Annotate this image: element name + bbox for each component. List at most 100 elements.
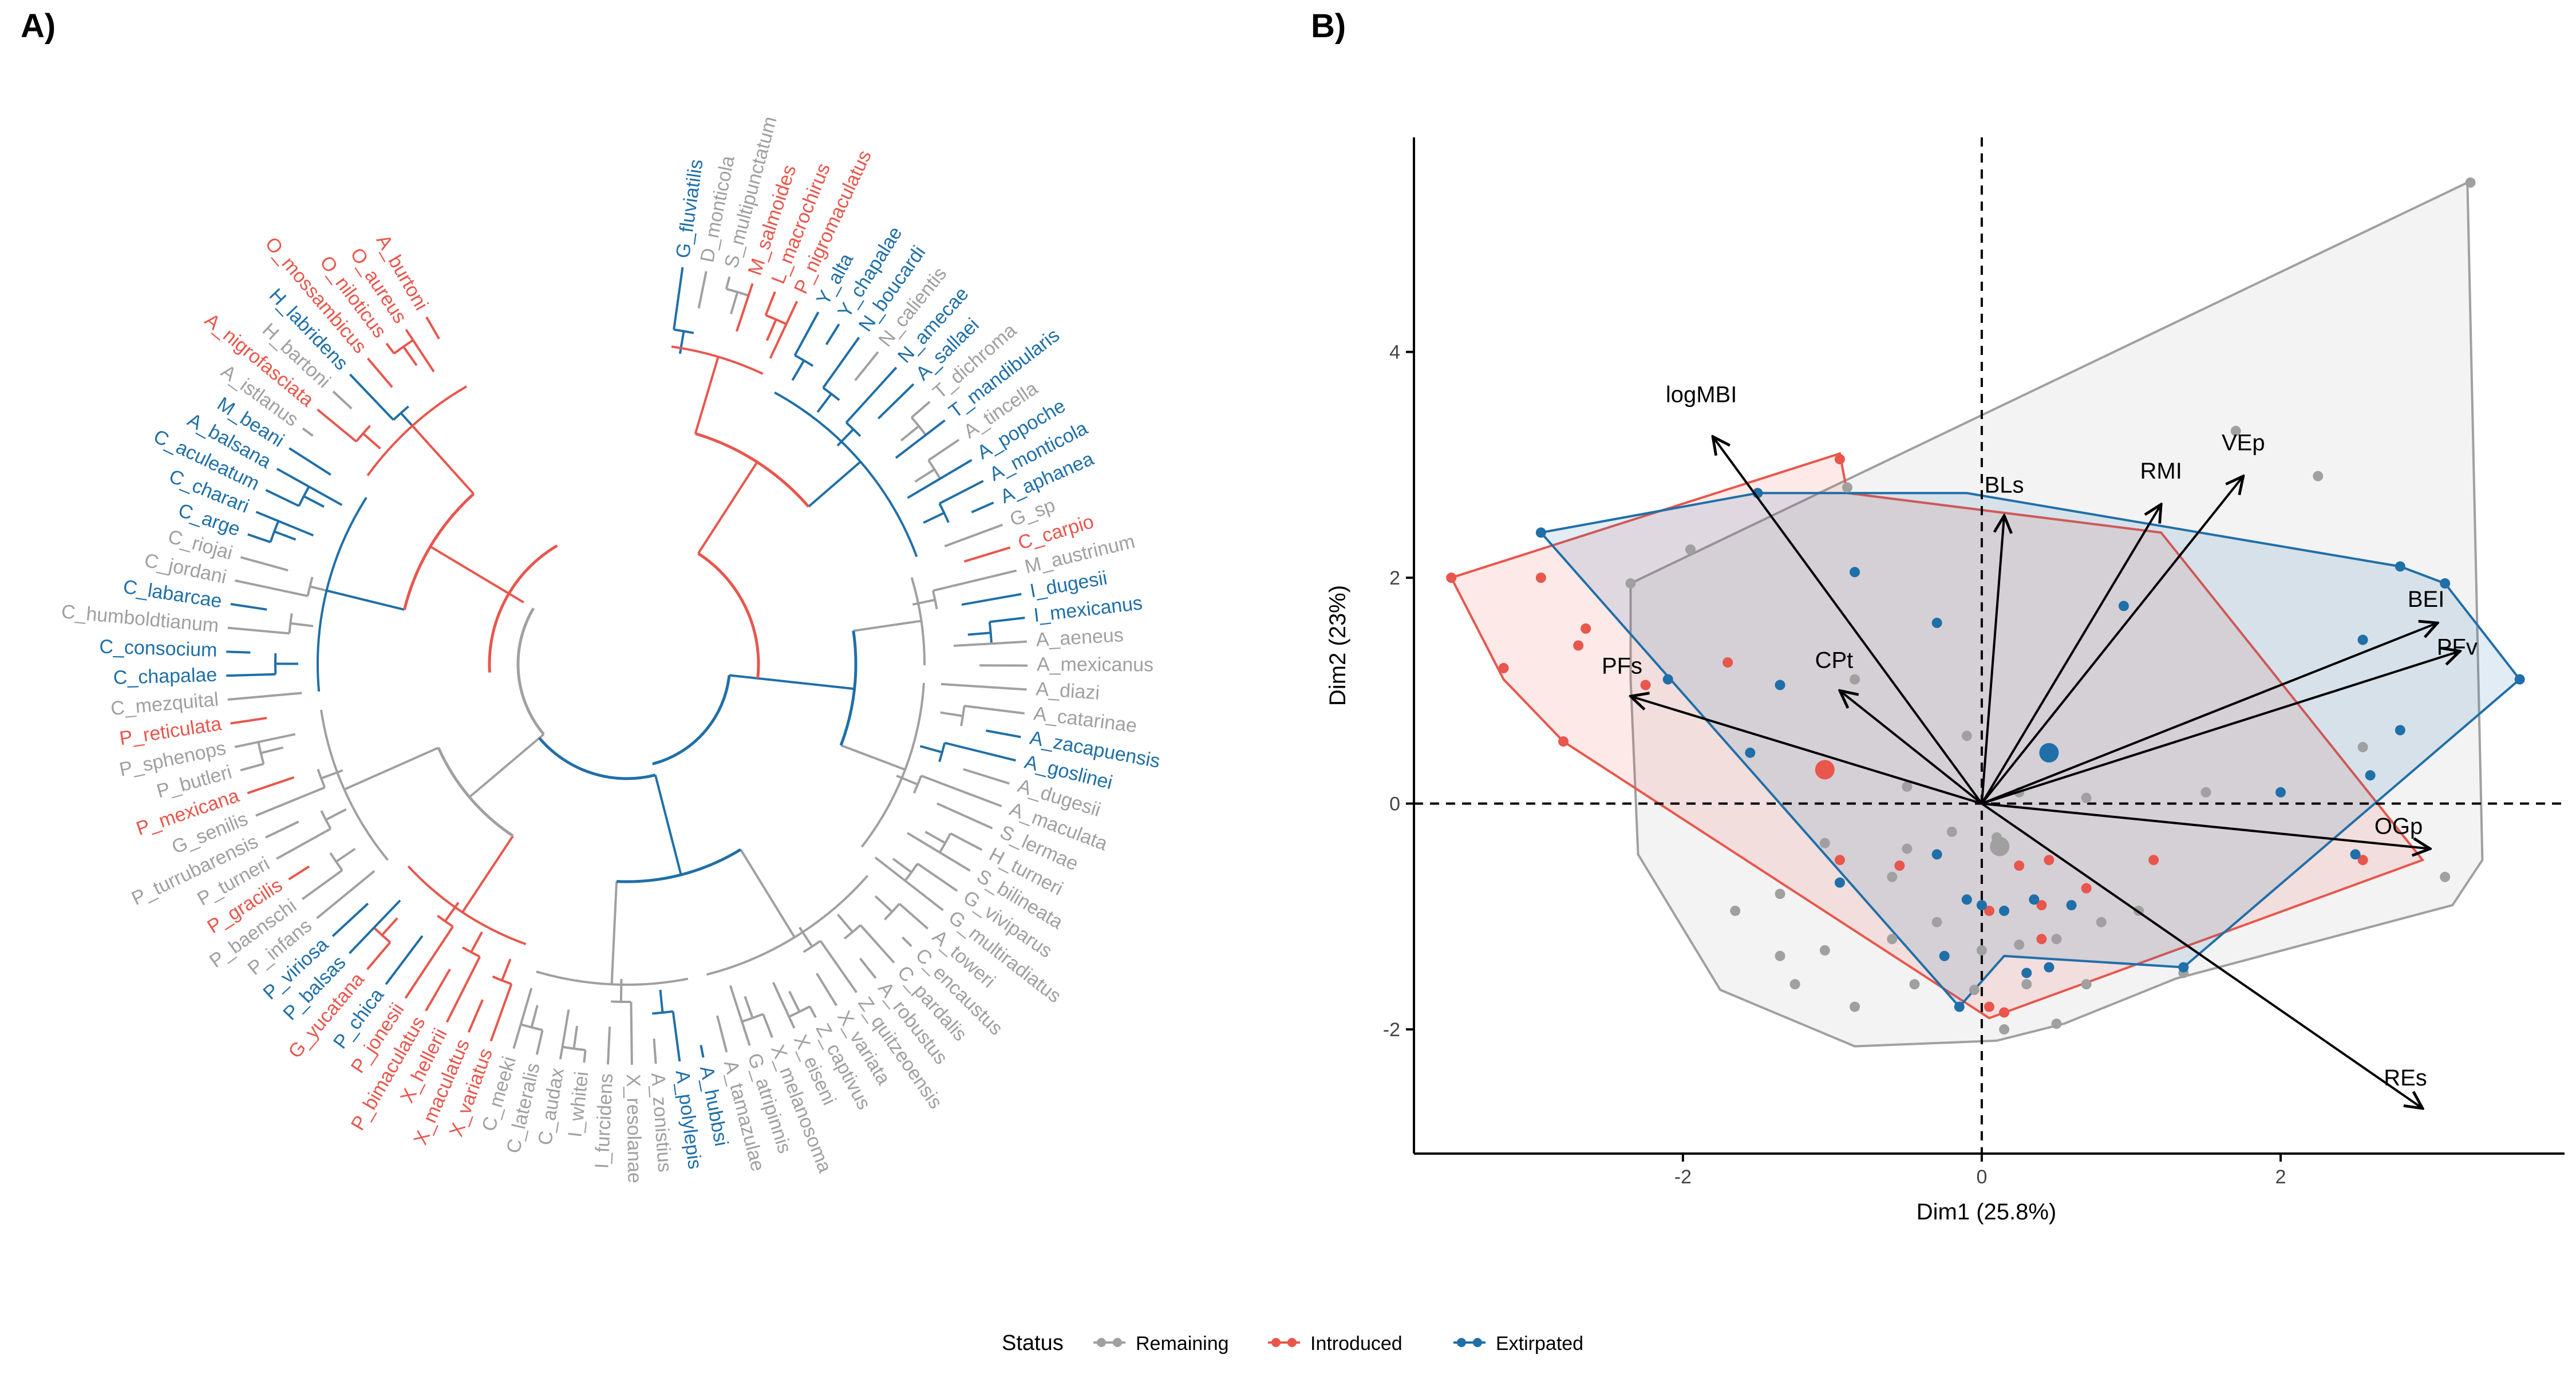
panel-b-label: B): [1311, 7, 1346, 45]
data-point: [2021, 979, 2032, 990]
tree-branch: [265, 820, 299, 839]
tree-branch: [900, 425, 920, 442]
centroid-point: [2039, 743, 2059, 763]
arrow-label: PFs: [1602, 653, 1642, 678]
tree-branch: [898, 903, 929, 930]
tree-branch: [859, 924, 895, 964]
tree-arc: [319, 709, 389, 861]
tree-branch: [729, 985, 751, 1046]
data-point: [2178, 962, 2189, 973]
tree-branch: [317, 408, 357, 443]
tree-branch: [276, 827, 331, 860]
tree-branch: [326, 589, 405, 611]
tree-arc: [437, 914, 454, 928]
data-point: [1946, 826, 1957, 837]
tree-branch: [697, 461, 758, 554]
tree-branch: [808, 460, 862, 508]
tree-branch: [610, 881, 618, 985]
y-tick-label: 0: [1389, 793, 1400, 815]
tree-branch: [874, 856, 944, 911]
data-point: [1722, 657, 1733, 668]
legend-label: Remaining: [1136, 1333, 1229, 1355]
tree-branch: [907, 832, 971, 872]
tree-branch: [725, 276, 731, 290]
tree-branch: [247, 533, 271, 543]
tree-branch: [302, 427, 314, 437]
tree-branch: [825, 323, 840, 345]
tree-branch: [288, 865, 310, 881]
tree-branch: [366, 941, 392, 970]
tree-branch: [700, 1045, 705, 1058]
tree-branch: [607, 1026, 611, 1065]
data-point: [1999, 1024, 2010, 1035]
tree-branch: [927, 439, 960, 461]
loading-arrow: [1981, 504, 2161, 804]
tree-branch: [822, 337, 860, 389]
tree-arc: [488, 544, 558, 673]
data-point: [1834, 877, 1845, 888]
tree-branch: [964, 705, 1025, 715]
tree-branch: [274, 530, 297, 541]
data-point: [2357, 855, 2368, 866]
tree-branch: [467, 999, 484, 1033]
tree-branch: [332, 390, 353, 410]
data-point: [1789, 979, 1800, 990]
data-point: [2148, 855, 2159, 866]
data-point: [2036, 900, 2047, 911]
data-point: [1819, 838, 1830, 848]
data-point: [1931, 917, 1942, 927]
tree-branch: [939, 480, 984, 505]
tree-branch: [619, 978, 623, 1002]
tree-branch: [971, 502, 994, 514]
data-point: [2395, 725, 2405, 736]
data-point: [2275, 787, 2286, 797]
arrow-label: OGp: [2374, 814, 2423, 839]
tree-branch: [381, 917, 398, 936]
data-point: [2081, 979, 2092, 990]
arrow-label: logMBI: [1666, 382, 1737, 408]
tree-tip-label: A_diazi: [1035, 678, 1100, 704]
loading-arrow: [1981, 802, 2423, 1109]
tree-branch: [343, 747, 439, 791]
pca-biplot: logMBI BLs RMI VEp BEI PFv OGp REs PFs CPt -2 0 2 -2 0…: [1325, 137, 2565, 1225]
tree-branch: [290, 622, 314, 627]
data-point: [1999, 905, 2010, 916]
data-point: [1745, 747, 1756, 758]
tree-branch: [764, 291, 776, 316]
tree-branch: [335, 847, 356, 863]
data-point: [1850, 1001, 1860, 1012]
tree-tip-label: C_consocium: [99, 636, 218, 661]
data-point: [2230, 425, 2241, 436]
data-point: [2051, 934, 2062, 945]
tree-branch: [411, 425, 475, 495]
data-point: [2514, 674, 2525, 685]
x-axis-title: Dim1 (25.8%): [1917, 1199, 2057, 1225]
tree-branch: [765, 319, 777, 341]
data-point: [1685, 544, 1696, 555]
tree-branch: [255, 511, 314, 537]
data-point: [2036, 934, 2047, 945]
data-point: [1961, 731, 1972, 741]
tree-branch: [793, 311, 820, 356]
data-point: [1969, 985, 1980, 996]
tree-arc: [317, 768, 326, 788]
tree-branch: [276, 468, 343, 506]
tree-arc: [803, 939, 821, 953]
tree-branch: [234, 579, 308, 598]
tree-branch: [247, 776, 295, 795]
tree-branch: [289, 447, 331, 476]
tree-branch: [362, 432, 381, 450]
data-point: [2350, 849, 2361, 860]
data-point: [2313, 471, 2324, 481]
data-point: [2440, 871, 2451, 882]
tree-tip-label: A_aeneus: [1036, 624, 1124, 651]
tree-branch: [853, 619, 922, 632]
data-point: [1535, 527, 1546, 538]
tree-branch: [227, 626, 290, 635]
data-point: [1775, 680, 1785, 690]
tree-branch: [963, 768, 1010, 785]
tree-branch: [697, 271, 708, 309]
tree-branch: [950, 832, 983, 851]
data-point: [2357, 634, 2368, 645]
tree-branch: [425, 968, 451, 1012]
